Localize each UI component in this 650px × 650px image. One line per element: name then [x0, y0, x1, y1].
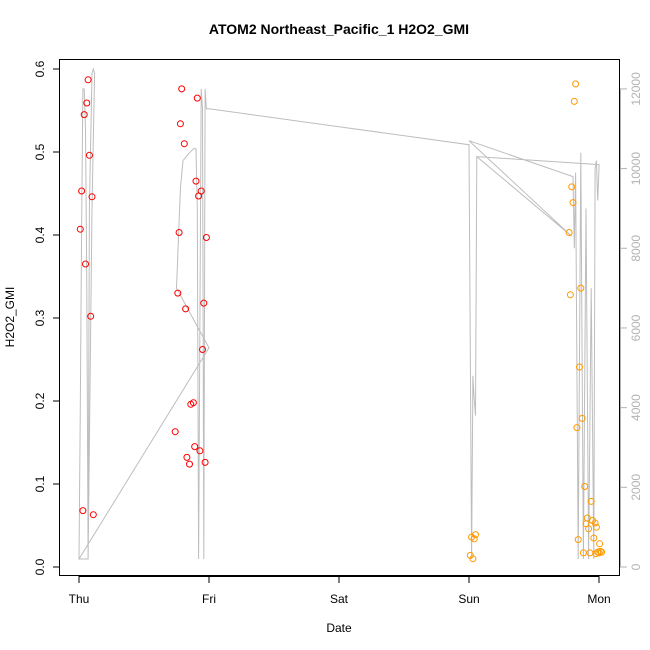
- data-point: [585, 525, 593, 533]
- data-point: [470, 535, 478, 543]
- y-tick-label: 0.0: [33, 558, 47, 575]
- x-tick-label: Fri: [202, 592, 216, 606]
- data-point: [82, 260, 89, 268]
- altitude-line-layer: [78, 67, 600, 560]
- data-point: [176, 120, 184, 128]
- data-point: [569, 199, 577, 207]
- data-point: [79, 507, 87, 515]
- data-point: [84, 76, 92, 84]
- x-tick-label: Thu: [69, 592, 90, 606]
- x-axis: Thu Fri Sat Sun Mon: [69, 576, 611, 606]
- y-tick-label: 0.1: [33, 475, 47, 492]
- altitude-line: [78, 67, 600, 560]
- data-point: [200, 299, 208, 307]
- x-tick-label: Sun: [458, 592, 479, 606]
- data-point: [572, 80, 580, 88]
- y2-tick-label: 10000: [629, 152, 643, 186]
- data-points-layer: [76, 76, 606, 563]
- data-point: [87, 312, 95, 320]
- data-point: [88, 193, 96, 201]
- y-tick-label: 0.6: [33, 60, 47, 77]
- y2-tick-label: 8000: [629, 235, 643, 262]
- data-point: [171, 428, 179, 436]
- data-point: [85, 151, 93, 159]
- data-point: [196, 447, 204, 455]
- data-point: [565, 229, 573, 236]
- data-point: [180, 140, 188, 148]
- data-point: [80, 111, 88, 119]
- y-tick-label: 0.2: [33, 392, 47, 409]
- data-point: [596, 547, 604, 555]
- data-point: [174, 289, 182, 297]
- data-point: [566, 291, 574, 299]
- y-axis-label: H2O2_GMI: [3, 287, 17, 348]
- data-point: [76, 225, 84, 233]
- data-point: [592, 523, 600, 531]
- data-point: [472, 531, 479, 539]
- data-point: [189, 399, 197, 407]
- data-point: [199, 346, 206, 353]
- data-point: [197, 187, 205, 195]
- data-point: [574, 536, 582, 544]
- y-tick-label: 0.5: [33, 143, 47, 160]
- data-point: [581, 483, 589, 490]
- data-point: [469, 555, 477, 563]
- y-axis: 0.0 0.1 0.2 0.3 0.4 0.5 0.6: [33, 60, 60, 575]
- data-point: [590, 534, 598, 542]
- data-point: [183, 453, 191, 461]
- data-point: [570, 97, 578, 105]
- x-axis-label: Date: [326, 621, 352, 635]
- data-point: [83, 99, 91, 107]
- data-point: [186, 460, 193, 468]
- data-point: [596, 540, 604, 548]
- data-point: [191, 443, 199, 451]
- y2-tick-label: 6000: [629, 314, 643, 341]
- data-point: [568, 183, 576, 191]
- data-point: [182, 305, 190, 313]
- y2-tick-label: 12000: [629, 72, 643, 106]
- data-point: [193, 94, 201, 102]
- data-point: [573, 424, 581, 432]
- data-point: [89, 511, 97, 519]
- data-point: [192, 177, 200, 185]
- data-point: [591, 519, 599, 527]
- x-tick-label: Sat: [330, 592, 349, 606]
- data-point: [201, 458, 209, 466]
- data-point: [578, 414, 586, 422]
- y2-tick-label: 2000: [629, 474, 643, 501]
- data-point: [598, 548, 606, 556]
- y-tick-label: 0.4: [33, 226, 47, 243]
- data-point: [577, 284, 585, 292]
- x-tick-label: Mon: [587, 592, 610, 606]
- y2-tick-label: 0: [629, 563, 643, 570]
- data-point: [175, 229, 183, 236]
- data-point: [576, 363, 583, 371]
- data-point: [178, 85, 186, 93]
- data-point: [587, 497, 595, 505]
- y-tick-label: 0.3: [33, 309, 47, 326]
- data-point: [202, 234, 210, 241]
- data-point: [78, 187, 86, 195]
- secondary-y-axis: 0 2000 4000 6000 8000 10000 12000: [620, 72, 643, 570]
- y2-tick-label: 4000: [629, 394, 643, 421]
- chart-title: ATOM2 Northeast_Pacific_1 H2O2_GMI: [209, 21, 469, 37]
